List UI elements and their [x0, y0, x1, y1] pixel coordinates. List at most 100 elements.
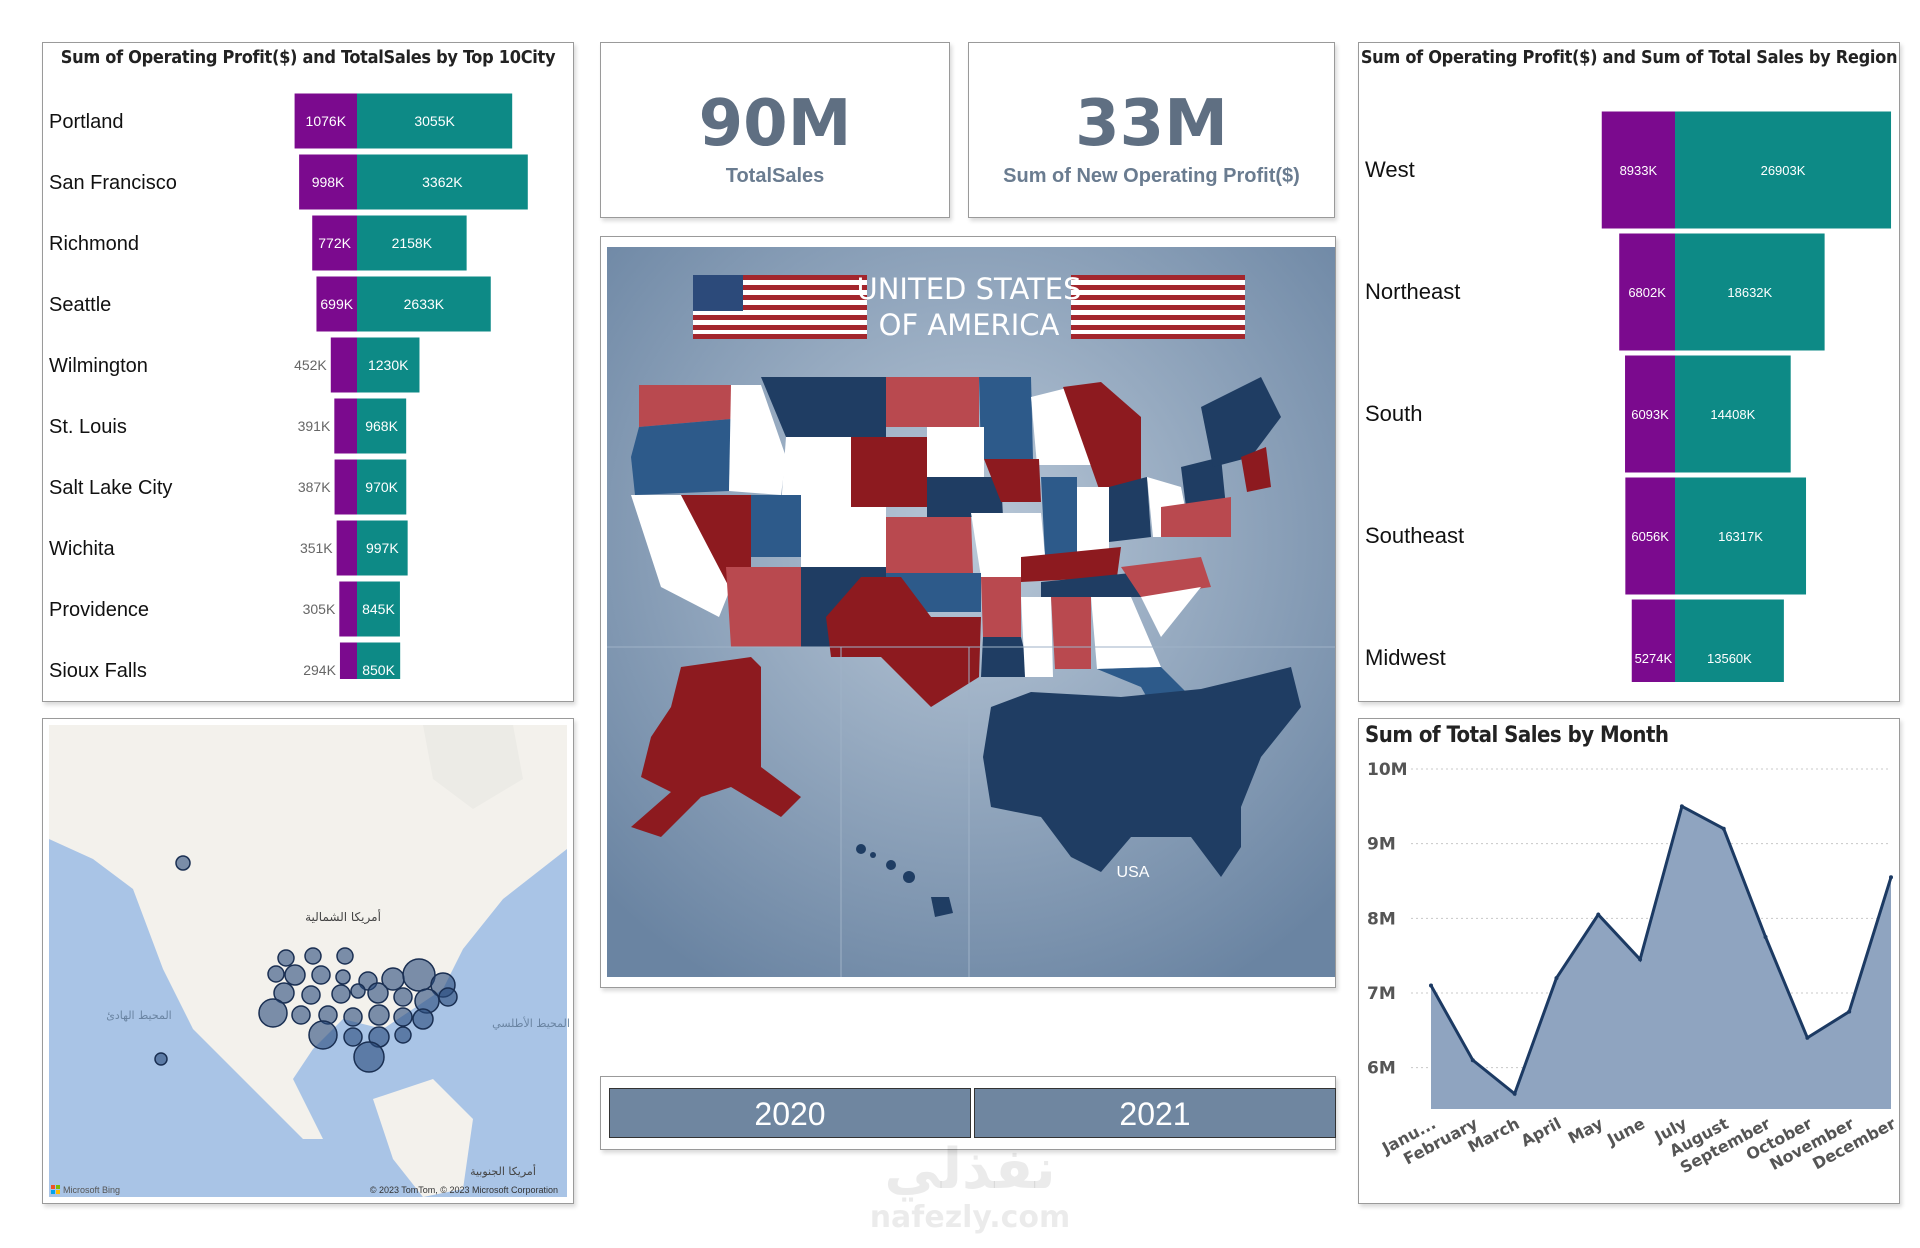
- profit-bar[interactable]: [1631, 599, 1675, 683]
- profit-value-label: 294K: [303, 662, 336, 678]
- profit-bar[interactable]: [299, 154, 357, 210]
- category-label: Providence: [49, 599, 149, 621]
- profit-bar[interactable]: [294, 93, 357, 149]
- sales-bar[interactable]: [357, 154, 528, 210]
- profit-value-label: 452K: [294, 357, 327, 373]
- kpi-card-total-sales: 90M TotalSales: [600, 42, 950, 218]
- sales-bar[interactable]: [1675, 111, 1892, 229]
- sales-bar[interactable]: [1675, 599, 1784, 683]
- flag-right-icon: [1071, 275, 1245, 339]
- sales-point[interactable]: [1596, 912, 1601, 917]
- sales-bar[interactable]: [1675, 477, 1807, 595]
- bing-map[interactable]: أمريكا الشمالية المحيط الهادئ المحيط الأ…: [43, 719, 573, 1203]
- monthly-sales-card: Sum of Total Sales by Month 10M 9M 8M 7M 6M J…: [1358, 718, 1900, 1204]
- watermark: نفذلي nafezly.com: [860, 1137, 1080, 1236]
- sales-point[interactable]: [1679, 804, 1684, 809]
- y-tick-label: 9M: [1367, 835, 1396, 855]
- kpi-total-sales-value: 90M: [698, 87, 852, 161]
- profit-bar[interactable]: [1601, 111, 1675, 229]
- profit-bar[interactable]: [1619, 233, 1675, 351]
- sales-point[interactable]: [1847, 1009, 1852, 1014]
- sales-bar[interactable]: [357, 520, 408, 576]
- sales-value-label: 2158K: [392, 235, 433, 251]
- sales-value-label: 1230K: [368, 357, 409, 373]
- sales-value-label: 970K: [365, 479, 398, 495]
- region-chart-card: Sum of Operating Profit($) and Sum of To…: [1358, 42, 1900, 702]
- city-bubbles[interactable]: [154, 855, 458, 1073]
- sales-point[interactable]: [1638, 957, 1643, 962]
- profit-value-label: 6056K: [1631, 529, 1669, 544]
- sales-bar[interactable]: [357, 398, 407, 454]
- sales-bar[interactable]: [1675, 233, 1825, 351]
- sales-value-label: 2633K: [404, 296, 445, 312]
- category-label: Wichita: [49, 538, 115, 560]
- sales-point[interactable]: [1763, 935, 1768, 939]
- profit-bar[interactable]: [1625, 355, 1675, 473]
- sales-point[interactable]: [1805, 1035, 1810, 1040]
- sales-bar[interactable]: [357, 215, 467, 271]
- sales-value-label: 845K: [362, 601, 395, 617]
- greenland-landmass: [423, 725, 523, 809]
- x-tick-label: May: [1565, 1113, 1607, 1147]
- sales-bar[interactable]: [357, 337, 420, 393]
- map-title-line2: OF AMERICA: [879, 308, 1060, 342]
- sales-point[interactable]: [1470, 1058, 1475, 1063]
- y-tick-label: 7M: [1367, 984, 1396, 1004]
- sales-bar[interactable]: [357, 581, 400, 637]
- sales-point[interactable]: [1512, 1091, 1517, 1096]
- sales-point[interactable]: [1554, 976, 1559, 981]
- profit-bar[interactable]: [336, 520, 357, 576]
- watermark-arabic: نفذلي: [884, 1137, 1056, 1202]
- sales-bar[interactable]: [1675, 355, 1791, 473]
- sales-bar[interactable]: [357, 93, 513, 149]
- south-america-landmass: [373, 1079, 473, 1197]
- profit-value-label: 8933K: [1620, 163, 1658, 178]
- sales-bar[interactable]: [357, 642, 401, 680]
- profit-value-label: 5274K: [1635, 651, 1673, 666]
- profit-value-label: 391K: [298, 418, 331, 434]
- profit-value-label: 6802K: [1628, 285, 1666, 300]
- profit-bar[interactable]: [339, 581, 357, 637]
- profit-bar[interactable]: [339, 642, 357, 680]
- sales-point[interactable]: [1889, 875, 1893, 880]
- profit-bar[interactable]: [316, 276, 357, 332]
- profit-bar[interactable]: [334, 398, 357, 454]
- sales-point[interactable]: [1429, 983, 1433, 988]
- sales-line[interactable]: [1429, 804, 1893, 1097]
- monthly-sales-title: Sum of Total Sales by Month: [1365, 723, 1669, 748]
- profit-bar[interactable]: [312, 215, 357, 271]
- category-label: St. Louis: [49, 416, 127, 438]
- category-label: San Francisco: [49, 172, 177, 194]
- kpi-operating-profit-label: Sum of New Operating Profit($): [1003, 165, 1300, 187]
- year-option-2021[interactable]: 2021: [974, 1088, 1336, 1138]
- sales-value-label: 997K: [366, 540, 399, 556]
- sales-value-label: 16317K: [1718, 529, 1763, 544]
- map-label-atlantic: المحيط الأطلسي: [492, 1016, 570, 1030]
- watermark-latin: nafezly.com: [869, 1200, 1071, 1235]
- sales-area: [1431, 806, 1891, 1109]
- map-copyright: © 2023 TomTom, © 2023 Microsoft Corporat…: [370, 1185, 558, 1195]
- profit-bar[interactable]: [1625, 477, 1675, 595]
- year-slicer-card: 2020 2021: [600, 1076, 1336, 1150]
- sales-value-label: 14408K: [1710, 407, 1755, 422]
- bing-map-card: أمريكا الشمالية المحيط الهادئ المحيط الأ…: [42, 718, 574, 1204]
- hawaii-inset: [856, 844, 953, 917]
- kpi-total-sales-label: TotalSales: [725, 165, 825, 187]
- year-option-2020[interactable]: 2020: [609, 1088, 971, 1138]
- sales-bar[interactable]: [357, 459, 407, 515]
- sales-value-label: 26903K: [1761, 163, 1806, 178]
- sales-value-label: 3055K: [414, 113, 455, 129]
- category-label: Seattle: [49, 294, 111, 316]
- profit-value-label: 6093K: [1631, 407, 1669, 422]
- usa-silhouette-inset: [983, 667, 1301, 877]
- x-tick-label: June: [1603, 1114, 1648, 1150]
- profit-bar[interactable]: [330, 337, 357, 393]
- map-title-line1: UNITED STATES: [857, 272, 1082, 306]
- sales-point[interactable]: [1721, 826, 1726, 831]
- y-tick-label: 6M: [1367, 1059, 1396, 1079]
- sales-bar[interactable]: [357, 276, 491, 332]
- sales-value-label: 18632K: [1727, 285, 1772, 300]
- sales-value-label: 13560K: [1707, 651, 1752, 666]
- profit-bar[interactable]: [334, 459, 357, 515]
